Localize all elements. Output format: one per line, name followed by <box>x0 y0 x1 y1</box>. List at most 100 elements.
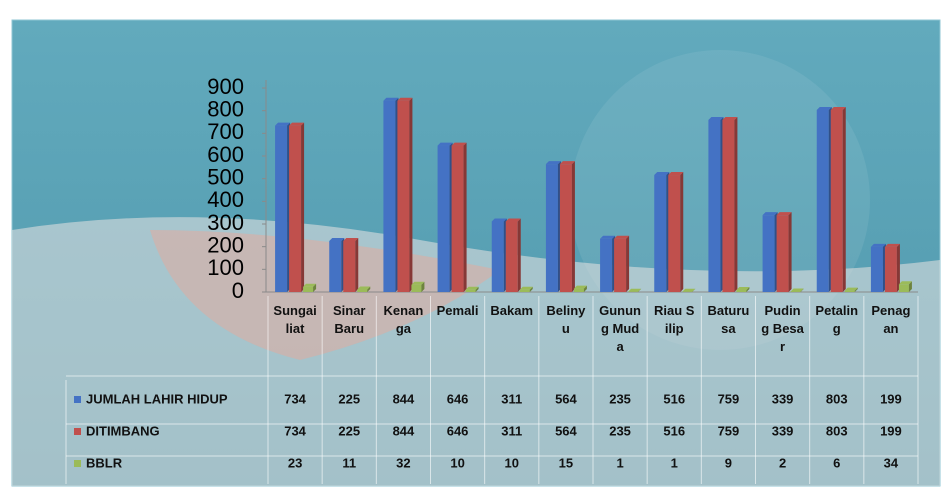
data-label: 646 <box>447 391 469 406</box>
bar-group <box>628 288 642 292</box>
data-label: 34 <box>884 455 899 470</box>
legend-label: DITIMBANG <box>86 423 160 438</box>
data-label: 339 <box>772 391 794 406</box>
bar-group <box>545 161 561 292</box>
bar <box>545 164 558 292</box>
bar-group <box>411 281 425 292</box>
x-tick-label: Baturusa <box>707 303 750 336</box>
bar <box>397 100 410 293</box>
bar-top <box>654 172 670 176</box>
bar <box>762 215 775 292</box>
bar-top <box>303 283 317 287</box>
bar <box>275 125 288 292</box>
data-label: 2 <box>779 455 786 470</box>
bar-group <box>559 161 575 292</box>
bar-top <box>573 285 587 289</box>
y-tick-label: 800 <box>207 96 244 121</box>
y-tick-label: 700 <box>207 119 244 144</box>
bar-top <box>491 218 507 222</box>
bar-top <box>505 218 521 222</box>
bar <box>505 221 518 292</box>
data-label: 844 <box>393 391 415 406</box>
bar-group <box>505 218 521 292</box>
bar-group <box>884 243 900 292</box>
data-label: 23 <box>288 455 302 470</box>
bar-side <box>475 286 479 292</box>
legend-swatch <box>74 396 81 403</box>
x-tick-label: Sinar Baru <box>332 303 366 336</box>
bar-top <box>776 212 792 216</box>
bar-side <box>734 116 738 293</box>
data-label: 844 <box>393 423 415 438</box>
bar-top <box>628 288 642 292</box>
bar-top <box>790 288 804 292</box>
decoration <box>150 230 500 360</box>
y-tick-label: 400 <box>207 187 244 212</box>
bar-top <box>600 235 616 239</box>
y-tick-label: 200 <box>207 232 244 257</box>
bar-side <box>908 281 912 292</box>
bar <box>329 241 342 292</box>
data-label: 199 <box>880 391 902 406</box>
bar-group <box>898 281 912 292</box>
x-tick-label: Sungailiat <box>273 303 317 336</box>
bar <box>844 290 855 292</box>
bar-top <box>357 286 371 290</box>
bar-top <box>816 106 832 110</box>
x-tick-label: Pemali <box>436 303 479 318</box>
data-label: 516 <box>663 391 685 406</box>
bar-group <box>844 287 858 292</box>
bar-side <box>313 283 317 292</box>
bar-group <box>790 288 804 292</box>
bar-side <box>896 243 900 292</box>
bar <box>383 100 396 293</box>
bar <box>343 241 356 292</box>
bar-group <box>357 286 371 292</box>
x-tick-label-box: Puding Besar <box>761 303 804 354</box>
bar-side <box>800 288 804 292</box>
x-tick-label: Puding Besar <box>761 303 804 354</box>
bar <box>451 145 464 292</box>
bar-side <box>854 287 858 292</box>
bar <box>722 119 735 293</box>
bar-top <box>682 288 696 292</box>
x-tick-label: Kenanga <box>383 303 424 336</box>
data-label: 1 <box>671 455 678 470</box>
x-tick-label-box: Bakam <box>490 303 533 318</box>
bar-group <box>397 97 413 293</box>
bar-top <box>559 161 575 165</box>
bar-top <box>614 235 630 239</box>
data-label: 10 <box>450 455 464 470</box>
bar-group <box>573 285 587 292</box>
bar <box>708 119 721 293</box>
legend-label: BBLR <box>86 455 123 470</box>
x-tick-label: Penagan <box>871 303 911 336</box>
bar <box>668 175 681 292</box>
bar-group <box>654 172 670 292</box>
data-label: 759 <box>718 423 740 438</box>
bar <box>559 164 572 292</box>
bar-top <box>465 286 479 290</box>
bar-group <box>762 212 778 292</box>
bar-group <box>519 286 533 292</box>
x-tick-label-box: Pemali <box>436 303 479 318</box>
data-label: 803 <box>826 391 848 406</box>
data-label: 564 <box>555 391 577 406</box>
x-tick-label-box: Gunung Muda <box>599 303 641 354</box>
bar-side <box>367 286 371 292</box>
x-tick-label-box: Baturusa <box>707 303 750 336</box>
x-tick-label-box: Riau Silip <box>654 303 695 336</box>
bar <box>816 109 829 292</box>
bar-top <box>830 106 846 110</box>
data-label: 734 <box>284 423 306 438</box>
bar <box>303 286 314 292</box>
x-tick-label-box: Penagan <box>871 303 911 336</box>
bar-top <box>708 116 724 120</box>
bar-top <box>397 97 413 101</box>
data-label: 6 <box>833 455 840 470</box>
x-tick-label-box: Kenanga <box>383 303 424 336</box>
bar <box>654 175 667 292</box>
x-tick-label: Riau Silip <box>654 303 695 336</box>
bar-top <box>411 281 425 285</box>
bar <box>573 288 584 292</box>
